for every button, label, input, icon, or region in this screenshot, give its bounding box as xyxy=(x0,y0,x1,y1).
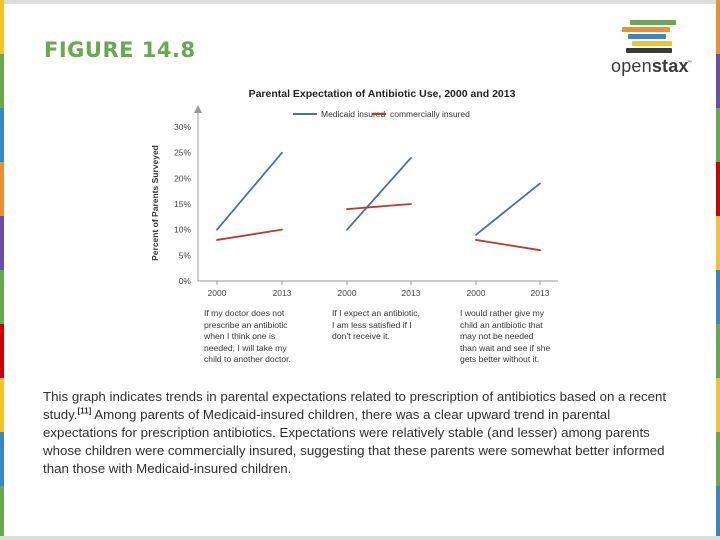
legend-label-medicaid: Medicaid insured xyxy=(321,109,386,119)
group-caption-2: If I expect an antibiotic, I am less sat… xyxy=(332,308,420,342)
antibiotic-expectation-chart: Parental Expectation of Antibiotic Use, … xyxy=(140,80,580,370)
stripe-segment xyxy=(0,108,4,162)
bottom-border xyxy=(0,536,720,540)
y-axis-arrow xyxy=(194,105,202,113)
chart-canvas: Parental Expectation of Antibiotic Use, … xyxy=(150,88,558,298)
stripe-segment xyxy=(0,432,4,486)
right-color-stripe xyxy=(716,0,720,540)
chart-series xyxy=(216,151,541,252)
logo-book-dark xyxy=(626,48,672,53)
logo-book-orange xyxy=(622,27,670,32)
x-tick-label: 2000 xyxy=(208,288,227,298)
group-caption-1: If my doctor does not prescribe an antib… xyxy=(204,308,291,365)
y-tick-label: 10% xyxy=(174,225,191,235)
stripe-segment xyxy=(716,0,720,54)
stripe-segment xyxy=(716,432,720,486)
series-line-commercial-group-2 xyxy=(346,203,412,211)
description-part2: Among parents of Medicaid-insured childr… xyxy=(43,407,665,476)
chart-legend: Medicaid insured commercially insured xyxy=(293,109,470,119)
stripe-segment xyxy=(716,486,720,540)
figure-description: This graph indicates trends in parental … xyxy=(43,388,683,478)
y-tick-label: 0% xyxy=(179,276,192,286)
logo-book-green xyxy=(630,20,676,25)
series-line-medicaid-group-2 xyxy=(346,156,412,231)
x-tick-label: 2013 xyxy=(531,288,550,298)
stripe-segment xyxy=(716,270,720,324)
series-line-medicaid-group-1 xyxy=(216,151,283,231)
description-part1: This graph indicates trends in parental … xyxy=(43,389,667,422)
y-tick-label: 25% xyxy=(174,148,191,158)
stripe-segment xyxy=(0,216,4,270)
figure-label: FIGURE 14.8 xyxy=(44,38,196,62)
y-tick-label: 30% xyxy=(174,122,191,132)
stripe-segment xyxy=(716,108,720,162)
stripe-segment xyxy=(0,324,4,378)
series-line-medicaid-group-3 xyxy=(475,182,541,236)
series-line-commercial-group-1 xyxy=(216,228,283,241)
stripe-segment xyxy=(716,216,720,270)
y-tick-label: 5% xyxy=(179,250,192,260)
logo-wordmark: openstax xyxy=(611,56,689,76)
stripe-segment xyxy=(716,378,720,432)
chart-axes: 0% 5% 10% 15% 20% 25% 30% 2000 2013 2000 2013 2000 2… xyxy=(174,105,558,298)
x-tick-label: 2000 xyxy=(467,288,486,298)
y-axis-label: Percent of Parents Surveyed xyxy=(150,145,160,261)
stripe-segment xyxy=(0,270,4,324)
openstax-logo: openstax ™ xyxy=(610,18,692,78)
stripe-segment xyxy=(0,54,4,108)
stripe-segment xyxy=(0,162,4,216)
stripe-segment xyxy=(0,378,4,432)
stripe-segment xyxy=(0,486,4,540)
group-caption-3: I would rather give my child an antibiot… xyxy=(460,308,551,365)
y-tick-label: 20% xyxy=(174,173,191,183)
stripe-segment xyxy=(716,54,720,108)
series-line-commercial-group-3 xyxy=(475,239,541,252)
x-tick-label: 2013 xyxy=(402,288,421,298)
left-color-stripe xyxy=(0,0,4,540)
stripe-segment xyxy=(0,0,4,54)
logo-book-yellow xyxy=(632,41,672,46)
citation-marker[interactable]: [11] xyxy=(77,406,92,416)
stripe-segment xyxy=(716,324,720,378)
chart-title: Parental Expectation of Antibiotic Use, … xyxy=(249,88,516,100)
top-border xyxy=(0,0,720,4)
y-tick-label: 15% xyxy=(174,199,191,209)
x-tick-label: 2013 xyxy=(273,288,292,298)
stripe-segment xyxy=(716,162,720,216)
logo-book-blue xyxy=(628,34,666,39)
logo-trademark: ™ xyxy=(687,60,692,66)
x-tick-label: 2000 xyxy=(338,288,357,298)
legend-label-commercial: commercially insured xyxy=(390,109,470,119)
